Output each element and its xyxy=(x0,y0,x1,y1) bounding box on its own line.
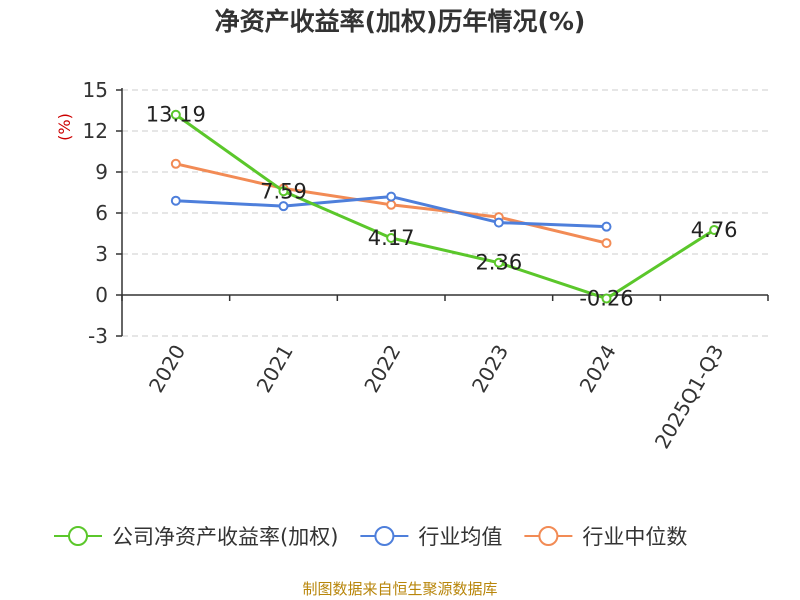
x-tick-label: 2021 xyxy=(252,341,298,397)
legend-label: 公司净资产收益率(加权) xyxy=(112,525,338,549)
data-point xyxy=(493,217,504,228)
x-tick-label: 2020 xyxy=(144,341,190,397)
y-tick-label: -3 xyxy=(88,324,108,348)
y-axis-label: (%) xyxy=(55,113,74,141)
x-tick-label: 2022 xyxy=(359,341,405,397)
series-line xyxy=(174,113,715,301)
data-point xyxy=(386,233,397,244)
data-label: 7.59 xyxy=(260,179,307,203)
data-point xyxy=(278,201,289,212)
y-tick-label: 12 xyxy=(83,119,108,143)
y-tick-label: 9 xyxy=(95,160,108,184)
y-tick-label: 3 xyxy=(95,242,108,266)
data-point xyxy=(170,158,181,169)
data-label: 13.19 xyxy=(146,103,206,127)
legend-label: 行业中位数 xyxy=(582,525,687,549)
y-tick-label: 0 xyxy=(95,283,108,307)
data-point xyxy=(170,109,181,120)
data-label: 4.76 xyxy=(691,218,738,242)
data-point xyxy=(386,191,397,202)
data-point xyxy=(493,257,504,268)
data-point xyxy=(386,199,397,210)
data-point xyxy=(170,195,181,206)
data-point xyxy=(278,186,289,197)
data-point xyxy=(601,238,612,249)
data-point xyxy=(709,224,720,235)
y-tick-label: 6 xyxy=(95,201,108,225)
chart-title: 净资产收益率(加权)历年情况(%) xyxy=(214,7,586,36)
legend-marker xyxy=(538,526,559,546)
x-tick-label: 2023 xyxy=(467,341,513,397)
legend-marker xyxy=(68,526,88,546)
data-source-note: 制图数据来自恒生聚源数据库 xyxy=(302,580,498,598)
data-point xyxy=(601,221,612,232)
legend-label: 行业均值 xyxy=(418,525,502,549)
data-label: 2.36 xyxy=(475,251,522,275)
data-label: -0.26 xyxy=(579,287,633,311)
x-tick-label: 2025Q1-Q3 xyxy=(650,341,729,453)
x-tick-label: 2024 xyxy=(575,341,621,397)
data-label: 4.17 xyxy=(368,226,415,250)
legend-marker xyxy=(374,526,395,546)
y-tick-label: 15 xyxy=(83,78,108,102)
data-point xyxy=(601,293,612,304)
